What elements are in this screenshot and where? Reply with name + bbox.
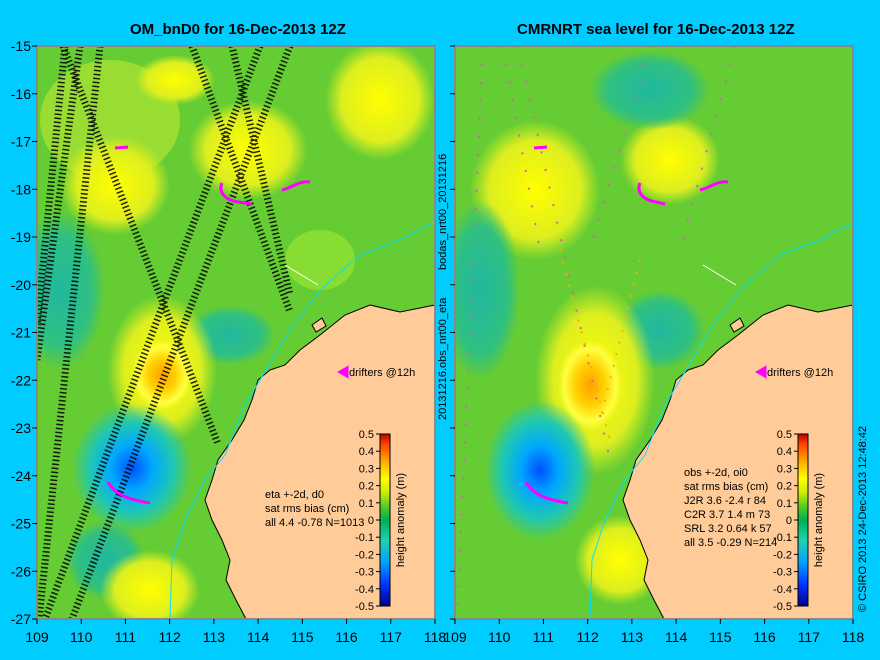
left-colorbar-tick-label: 0.3 bbox=[359, 463, 374, 475]
stats-line: sat rms bias (cm) bbox=[684, 481, 768, 493]
right-colorbar-tick-label: 0.1 bbox=[777, 498, 792, 510]
stats-line: eta +-2d, d0 bbox=[265, 489, 324, 501]
right-colorbar-tick-label: 0.5 bbox=[777, 429, 792, 441]
right-lon-tick-label: 118 bbox=[842, 629, 865, 645]
left-lat-tick-label: -21 bbox=[11, 325, 31, 341]
left-lat-tick-label: -23 bbox=[11, 420, 31, 436]
left-colorbar-tick-label: 0.2 bbox=[359, 481, 374, 493]
right-drifters bbox=[524, 145, 767, 505]
right-lon-tick-label: 113 bbox=[621, 629, 644, 645]
left-colorbar-label: height anomaly (m) bbox=[395, 473, 407, 567]
left-colorbar-tick-label: -0.4 bbox=[355, 584, 374, 596]
right-colorbar-tick-label: -0.1 bbox=[773, 532, 792, 544]
left-lon-tick-label: 112 bbox=[159, 629, 182, 645]
right-colorbar-tick-label: 0 bbox=[786, 515, 792, 527]
right-colorbar-tick-label: -0.5 bbox=[773, 601, 792, 613]
left-lat-tick-label: -19 bbox=[11, 229, 31, 245]
left-lat-tick-label: -20 bbox=[11, 277, 31, 293]
left-colorbar-tick-label: 0.1 bbox=[359, 498, 374, 510]
stats-line: J2R 3.6 -2.4 r 84 bbox=[684, 495, 766, 507]
stats-line: obs +-2d, oi0 bbox=[684, 467, 748, 479]
left-colorbar-tick-label: -0.3 bbox=[355, 567, 374, 579]
stats-line: SRL 3.2 0.64 k 57 bbox=[684, 523, 772, 535]
right-stats-text: obs +-2d, oi0 sat rms bias (cm) J2R 3.6 -2… bbox=[684, 467, 777, 549]
left-lat-tick-label: -26 bbox=[11, 563, 31, 579]
stats-line: C2R 3.7 1.4 m 73 bbox=[684, 509, 770, 521]
left-colorbar-tick-label: 0 bbox=[368, 515, 374, 527]
stats-line: sat rms bias (cm) bbox=[265, 503, 349, 515]
right-lon-tick-label: 116 bbox=[753, 629, 776, 645]
left-axes: 109 110 111 112 113 114 115 116 117 118 -15 -16 -17 -… bbox=[11, 38, 447, 645]
left-lon-tick-label: 115 bbox=[291, 629, 314, 645]
left-lon-tick-label: 111 bbox=[115, 629, 136, 645]
left-satellite-tracks bbox=[37, 46, 294, 619]
right-lon-tick-label: 117 bbox=[798, 629, 821, 645]
right-colorbar-tick-label: -0.2 bbox=[773, 549, 792, 561]
right-colorbar-tick-label: 0.3 bbox=[777, 463, 792, 475]
left-drifters-label: drifters @12h bbox=[349, 367, 415, 379]
left-colorbar bbox=[379, 433, 391, 607]
left-colorbar-tick-label: -0.5 bbox=[355, 601, 374, 613]
left-lat-tick-label: -18 bbox=[11, 181, 31, 197]
right-panel-title: CMRNRT sea level for 16-Dec-2013 12Z bbox=[517, 21, 795, 38]
right-lon-tick-label: 110 bbox=[488, 629, 511, 645]
right-axes: 109 110 111 112 113 114 115 116 117 118 bbox=[443, 45, 865, 645]
right-map bbox=[455, 46, 853, 619]
obs-label: 20131216.obs_nrt00_eta bbox=[437, 297, 449, 420]
left-lon-tick-label: 118 bbox=[424, 629, 447, 645]
left-lat-tick-label: -24 bbox=[11, 468, 31, 484]
right-lon-tick-label: 115 bbox=[709, 629, 732, 645]
right-lon-tick-label: 109 bbox=[443, 629, 467, 645]
stats-line: all 3.5 -0.29 N=214 bbox=[684, 537, 777, 549]
stats-line: all 4.4 -0.78 N=1013 bbox=[265, 517, 364, 529]
left-colorbar-tick-label: 0.5 bbox=[359, 429, 374, 441]
left-lon-tick-label: 110 bbox=[70, 629, 93, 645]
left-lat-tick-label: -25 bbox=[11, 516, 31, 532]
right-colorbar-tick-label: 0.2 bbox=[777, 481, 792, 493]
left-lat-tick-label: -17 bbox=[11, 134, 31, 150]
copyright-label: © CSIRO 2013 24-Dec-2013 12:48:42 bbox=[857, 426, 869, 612]
bodas-label: bodas_nrt00_20131216 bbox=[437, 154, 449, 270]
right-drifters-label: drifters @12h bbox=[767, 367, 833, 379]
left-stats-text: eta +-2d, d0 sat rms bias (cm) all 4.4 -0.… bbox=[265, 489, 364, 529]
left-lat-tick-label: -22 bbox=[11, 372, 31, 388]
right-lon-tick-label: 112 bbox=[577, 629, 600, 645]
right-colorbar-ticks: 0.5 0.4 0.3 0.2 0.1 0 -0.1 -0.2 -0.3 -0.4 -0.5 bbox=[773, 429, 798, 613]
left-lon-tick-label: 113 bbox=[203, 629, 226, 645]
left-colorbar-tick-label: -0.2 bbox=[355, 549, 374, 561]
right-colorbar-tick-label: 0.4 bbox=[777, 446, 792, 458]
left-lat-tick-label: -16 bbox=[11, 86, 31, 102]
right-colorbar-label: height anomaly (m) bbox=[813, 473, 825, 567]
right-lon-tick-label: 114 bbox=[665, 629, 688, 645]
left-lat-tick-label: -15 bbox=[11, 38, 31, 54]
left-panel-title: OM_bnD0 for 16-Dec-2013 12Z bbox=[130, 21, 346, 38]
left-colorbar-ticks: 0.5 0.4 0.3 0.2 0.1 0 -0.1 -0.2 -0.3 -0.4 -0.5 bbox=[355, 429, 380, 613]
right-colorbar-tick-label: -0.3 bbox=[773, 567, 792, 579]
left-colorbar-tick-label: 0.4 bbox=[359, 446, 374, 458]
left-lon-tick-label: 116 bbox=[335, 629, 358, 645]
right-colorbar-tick-label: -0.4 bbox=[773, 584, 792, 596]
left-lon-tick-label: 117 bbox=[380, 629, 403, 645]
left-lon-tick-label: 114 bbox=[247, 629, 270, 645]
right-lon-tick-label: 111 bbox=[533, 629, 554, 645]
left-lon-tick-label: 109 bbox=[25, 629, 49, 645]
left-colorbar-tick-label: -0.1 bbox=[355, 532, 374, 544]
left-map bbox=[37, 46, 435, 619]
left-drifters bbox=[106, 145, 349, 505]
right-colorbar bbox=[797, 433, 809, 607]
left-lat-tick-label: -27 bbox=[11, 611, 31, 627]
